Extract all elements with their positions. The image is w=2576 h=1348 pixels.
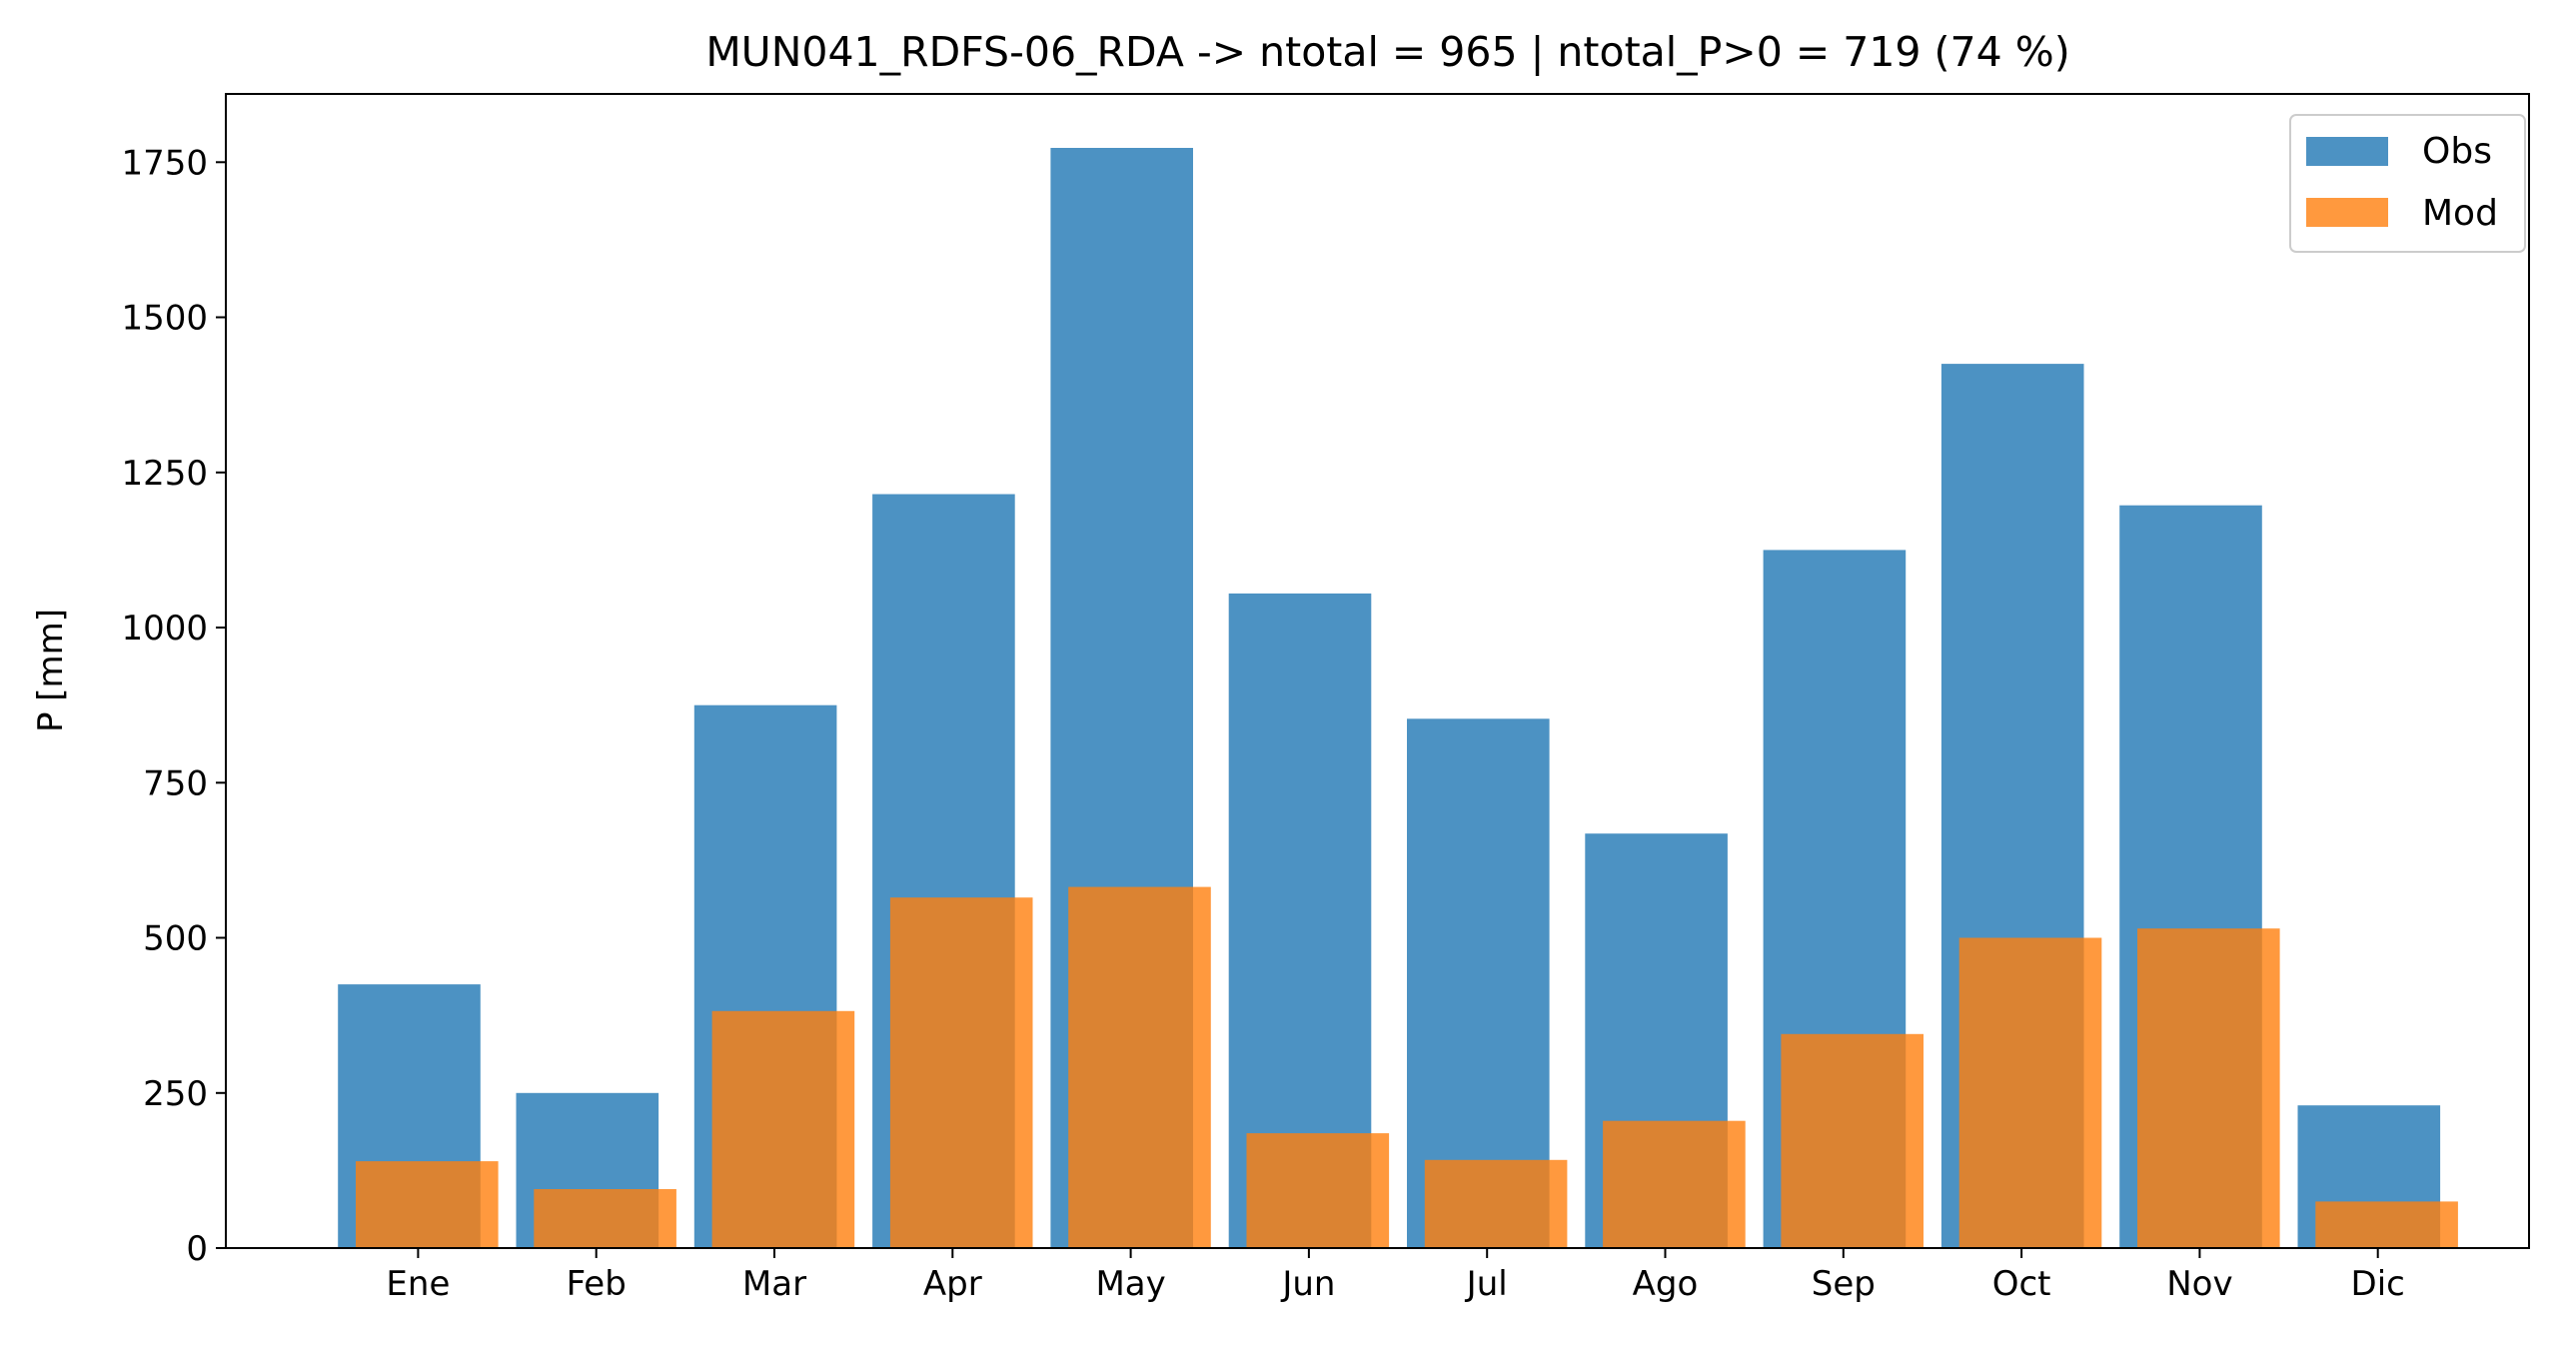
x-tick-label-may: May [1095, 1264, 1165, 1304]
bar-mod-feb [534, 1189, 676, 1248]
x-tick-label-sep: Sep [1812, 1264, 1876, 1304]
y-axis-label: P [mm] [31, 609, 71, 732]
x-tick-label-feb: Feb [567, 1264, 627, 1304]
y-tick-label: 1250 [121, 454, 208, 494]
bar-mod-nov [2137, 928, 2280, 1248]
bar-obs-jul [1407, 718, 1550, 1248]
y-tick-label: 500 [143, 919, 208, 959]
y-tick-label: 1750 [121, 143, 208, 183]
bar-mod-mar [711, 1010, 855, 1248]
bar-mod-jun [1246, 1133, 1390, 1248]
bar-mod-ago [1603, 1120, 1746, 1248]
y-tick-label: 750 [143, 763, 208, 803]
x-tick-label-ene: Ene [386, 1264, 450, 1304]
x-tick-label-jul: Jul [1465, 1264, 1508, 1304]
x-tick-label-jun: Jun [1280, 1264, 1335, 1304]
x-tick-label-dic: Dic [2351, 1264, 2405, 1304]
y-tick-label: 1500 [121, 299, 208, 339]
legend-label-mod: Mod [2422, 193, 2498, 234]
y-tick-label: 250 [143, 1074, 208, 1114]
x-axis: Ene Feb Mar Apr May Jun Jul Ago Sep Oct Nov Dic [386, 1248, 2405, 1304]
y-axis: 0 250 500 750 1000 1250 1500 1750 [121, 143, 226, 1269]
bar-mod-oct [1958, 937, 2102, 1248]
plot-frame [225, 93, 2530, 1249]
bar-mod-apr [889, 897, 1033, 1248]
bar-mod-jul [1424, 1159, 1568, 1248]
bar-mod-dic [2315, 1201, 2458, 1248]
bar-mod-sep [1781, 1033, 1924, 1248]
y-tick-label: 0 [186, 1229, 208, 1269]
x-tick-label-nov: Nov [2166, 1264, 2232, 1304]
legend-swatch-mod [2306, 198, 2388, 227]
legend-swatch-obs [2306, 137, 2388, 166]
mod-bars [356, 886, 2458, 1248]
x-tick-label-ago: Ago [1633, 1264, 1699, 1304]
x-tick-label-mar: Mar [742, 1264, 806, 1304]
x-tick-label-oct: Oct [1992, 1264, 2051, 1304]
legend-label-obs: Obs [2422, 131, 2492, 172]
bar-mod-may [1068, 886, 1211, 1248]
chart-title: MUN041_RDFS-06_RDA -> ntotal = 965 | nto… [705, 28, 2069, 76]
y-tick-label: 1000 [121, 609, 208, 649]
legend: Obs Mod [2289, 114, 2526, 253]
x-tick-label-apr: Apr [923, 1264, 982, 1304]
bar-mod-ene [356, 1161, 499, 1248]
